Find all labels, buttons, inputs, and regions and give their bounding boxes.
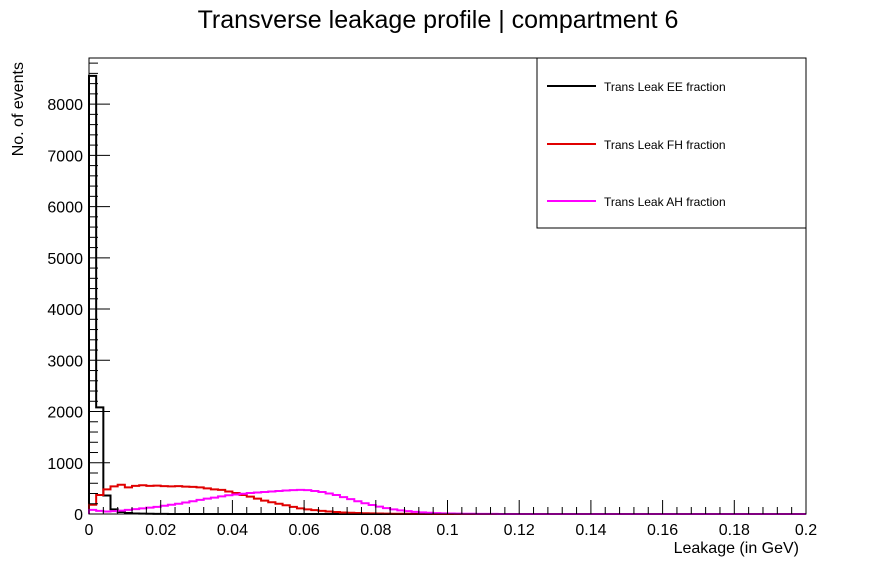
legend-label-3: Trans Leak AH fraction (604, 195, 726, 209)
chart-title: Transverse leakage profile | compartment… (198, 6, 679, 34)
y-tick-label: 1000 (47, 456, 83, 473)
x-tick-label: 0.18 (719, 522, 750, 539)
y-axis: 0 1000 2000 3000 4000 5000 6000 7000 8000 (47, 62, 110, 524)
x-axis: 0 0.02 0.04 0.06 0.08 0.1 0.12 0.14 0.16 0.18 0.2 (85, 500, 817, 539)
y-axis-title: No. of events (10, 62, 27, 156)
legend-label-2: Trans Leak FH fraction (604, 138, 726, 152)
y-tick-label: 6000 (47, 200, 83, 217)
legend: Trans Leak EE fraction Trans Leak FH frac… (536, 57, 807, 229)
legend-label-1: Trans Leak EE fraction (604, 80, 726, 94)
y-tick-label: 5000 (47, 251, 83, 268)
y-tick-label: 4000 (47, 302, 83, 319)
y-tick-label: 8000 (47, 97, 83, 114)
x-tick-label: 0 (85, 522, 94, 539)
x-tick-label: 0.12 (504, 522, 535, 539)
x-tick-label: 0.06 (289, 522, 320, 539)
x-tick-label: 0.16 (647, 522, 678, 539)
x-tick-label: 0.04 (217, 522, 248, 539)
y-tick-label: 7000 (47, 148, 83, 165)
y-tick-label: 3000 (47, 353, 83, 370)
x-axis-title: Leakage (in GeV) (674, 540, 799, 557)
x-tick-label: 0.02 (145, 522, 176, 539)
x-tick-label: 0.2 (795, 522, 817, 539)
x-tick-label: 0.1 (436, 522, 458, 539)
y-tick-label: 0 (74, 507, 83, 524)
y-tick-label: 2000 (47, 405, 83, 422)
x-tick-label: 0.14 (575, 522, 606, 539)
x-tick-label: 0.08 (360, 522, 391, 539)
